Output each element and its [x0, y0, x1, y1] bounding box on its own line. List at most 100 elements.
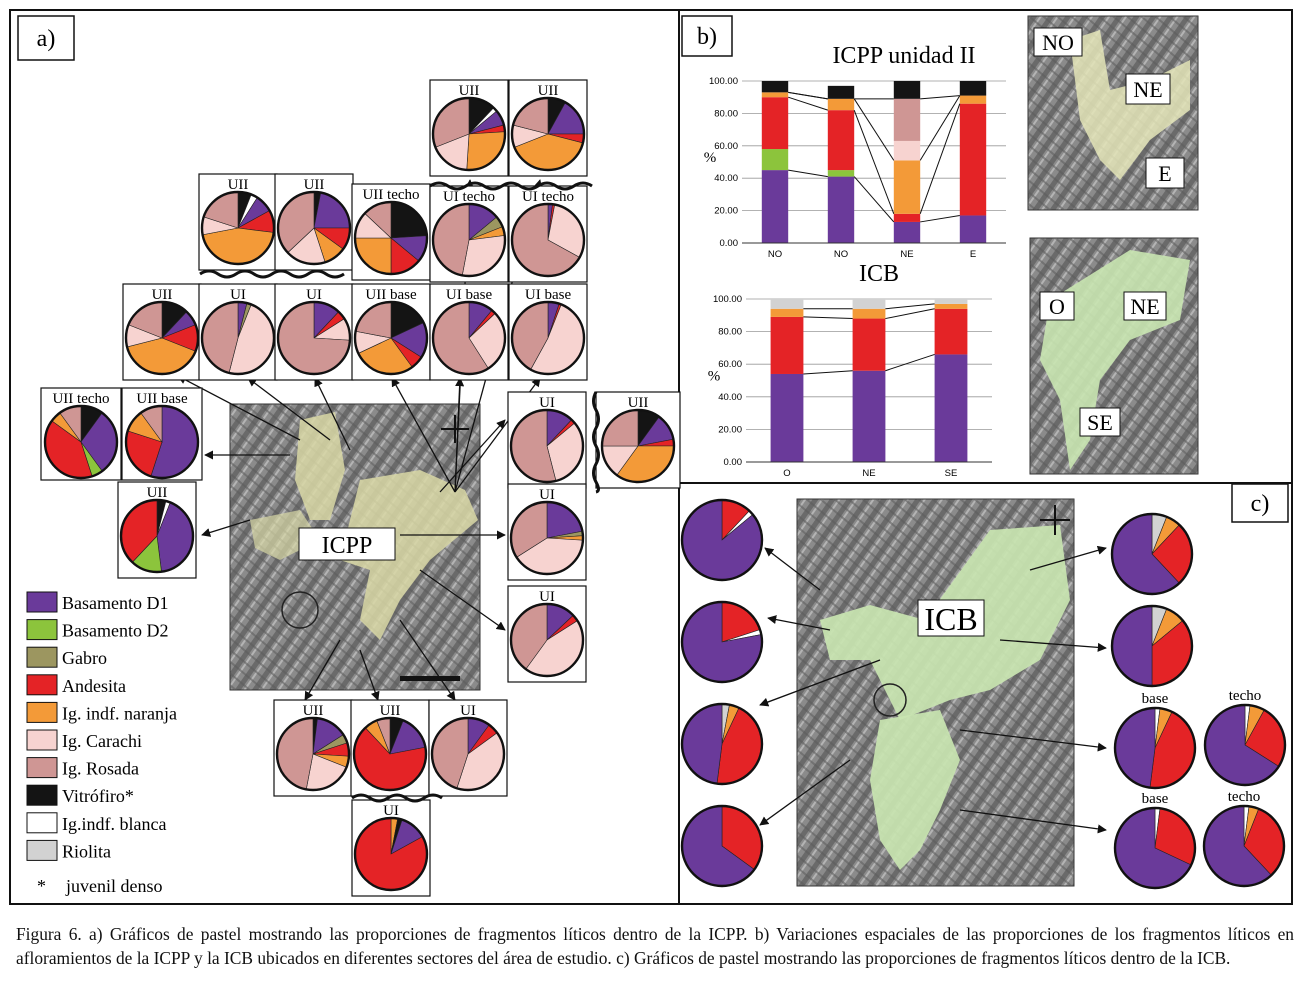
c-pie-2-outline — [680, 702, 764, 786]
icpp-connector-1-0 — [788, 96, 828, 111]
icpp-bar-0-seg-0 — [761, 170, 789, 243]
c-pie-7-outline — [1203, 703, 1287, 787]
a-pie-22-outline — [430, 716, 506, 792]
a-pie-15-label: UII — [147, 485, 168, 501]
a-pie-19-outline — [509, 602, 585, 678]
unconformity-marks — [199, 181, 600, 803]
a-pie-13-label: UII techo — [52, 391, 109, 407]
icpp-bar-2-seg-5 — [893, 98, 921, 141]
a-pie-14-label: UII base — [136, 391, 188, 407]
legend-label-4: Ig. indf. naranja — [62, 703, 177, 723]
icb-bar-2-seg-3 — [934, 299, 968, 304]
a-pie-19-label: UI — [539, 589, 555, 605]
legend-label-3: Andesita — [62, 676, 126, 696]
a-pie-16-outline — [509, 408, 585, 484]
icpp-connector-2-2 — [919, 95, 961, 161]
icb-ytick-3: 60.00 — [718, 359, 742, 370]
icb-ylabel: % — [708, 369, 721, 385]
panel-c-pies: base techo base techo — [680, 498, 1287, 890]
c-pie-3-outline — [680, 804, 764, 888]
icb-bar-0-seg-1 — [770, 316, 804, 374]
a-pie-18-label: UI — [539, 487, 555, 503]
c-pie-9-label: techo — [1228, 789, 1260, 805]
inset-label-se: SE — [1087, 410, 1113, 435]
icpp-bar-2-seg-6 — [893, 81, 921, 99]
icpp-ytick-0: 0.00 — [720, 238, 739, 249]
icpp-bar-2-seg-3 — [893, 160, 921, 214]
a-pie-3-outline — [276, 190, 352, 266]
a-pie-17-outline — [600, 408, 676, 484]
a-pie-1-label: UII — [538, 83, 559, 99]
icb-chart-title: ICB — [859, 261, 899, 287]
icpp-bar-chart: ICPP unidad II 0.00 20.00 40.00 60.00 80.00 10… — [704, 43, 1006, 260]
icpp-ylabel: % — [704, 150, 717, 166]
icpp-connector-3-0 — [788, 91, 828, 100]
a-pie-8-outline — [200, 300, 276, 376]
legend-swatch-7 — [26, 784, 58, 806]
a-pie-17-label: UII — [628, 395, 649, 411]
a-pie-0-label: UII — [459, 83, 480, 99]
a-pie-2-label: UII — [228, 177, 249, 193]
a-pie-11-outline — [431, 300, 507, 376]
a-pie-16-label: UI — [539, 395, 555, 411]
icpp-bar-3-seg-0 — [959, 215, 987, 243]
icpp-chart-title: ICPP unidad II — [832, 43, 975, 69]
icb-connector-1-1 — [885, 308, 935, 320]
icpp-bar-2-seg-0 — [893, 221, 921, 243]
legend-label-6: Ig. Rosada — [62, 759, 139, 779]
icpp-ytick-2: 40.00 — [714, 173, 738, 184]
icb-inset-map: O NE SE — [1029, 237, 1199, 475]
icpp-xtick-0: NO — [768, 249, 782, 260]
icpp-ytick-5: 100.00 — [709, 76, 738, 87]
legend-label-1: Basamento D2 — [62, 621, 168, 641]
icpp-bar-1-seg-1 — [827, 170, 855, 177]
a-pie-6-label: UI techo — [522, 189, 574, 205]
icpp-connector-1-2 — [919, 103, 961, 215]
icpp-ytick-1: 20.00 — [714, 206, 738, 217]
icb-map-label: ICB — [924, 601, 977, 637]
icb-bar-0-seg-3 — [770, 299, 804, 309]
legend-swatch-5 — [26, 729, 58, 751]
a-pie-7-outline — [124, 300, 200, 376]
a-pie-22-label: UI — [460, 703, 476, 719]
a-pie-4-outline — [353, 200, 429, 276]
icpp-bar-1-seg-0 — [827, 176, 855, 243]
icb-ytick-4: 80.00 — [718, 327, 742, 338]
a-pie-3-label: UII — [304, 177, 325, 193]
a-pie-14-outline — [124, 404, 200, 480]
a-pie-7-label: UII — [152, 287, 173, 303]
icpp-connector-2-1 — [853, 98, 895, 161]
icpp-bar-0-seg-3 — [761, 92, 789, 98]
icpp-bar-3-seg-3 — [959, 95, 987, 104]
legend-swatch-4 — [26, 701, 58, 723]
panel-c-label: c) — [1251, 491, 1270, 517]
a-pie-13-outline — [43, 404, 119, 480]
icpp-bar-0-seg-2 — [761, 97, 789, 150]
icpp-bar-3-seg-6 — [959, 81, 987, 96]
panel-a-label-box — [17, 15, 75, 61]
legend-swatch-9 — [26, 839, 58, 861]
icb-connector-2-1 — [885, 303, 935, 310]
a-pie-21-label: UII — [380, 703, 401, 719]
a-pie-12-label: UI base — [525, 287, 572, 303]
icb-xtick-2: SE — [945, 468, 958, 479]
icb-ytick-0: 0.00 — [724, 457, 743, 468]
legend-footnote-mark: * — [37, 876, 46, 896]
icpp-ytick-3: 60.00 — [714, 141, 738, 152]
icb-bar-1-seg-2 — [852, 308, 886, 319]
icpp-bar-3-seg-2 — [959, 103, 987, 216]
icpp-connector-0-1 — [853, 176, 895, 223]
inset-label-ne: NE — [1133, 77, 1162, 102]
icb-ytick-1: 20.00 — [718, 424, 742, 435]
icb-bar-1-seg-1 — [852, 318, 886, 371]
legend-swatch-6 — [26, 757, 58, 779]
a-pie-23-label: UI — [383, 803, 399, 819]
panel-b-label-box — [681, 15, 733, 57]
icpp-ytick-4: 80.00 — [714, 108, 738, 119]
icb-bar-1-seg-0 — [852, 370, 886, 462]
inset-label-ne-icb: NE — [1130, 294, 1159, 319]
a-pie-18-outline — [509, 500, 585, 576]
icb-bar-1-seg-3 — [852, 299, 886, 309]
a-pie-9-label: UI — [306, 287, 322, 303]
a-pie-12-outline — [510, 300, 586, 376]
